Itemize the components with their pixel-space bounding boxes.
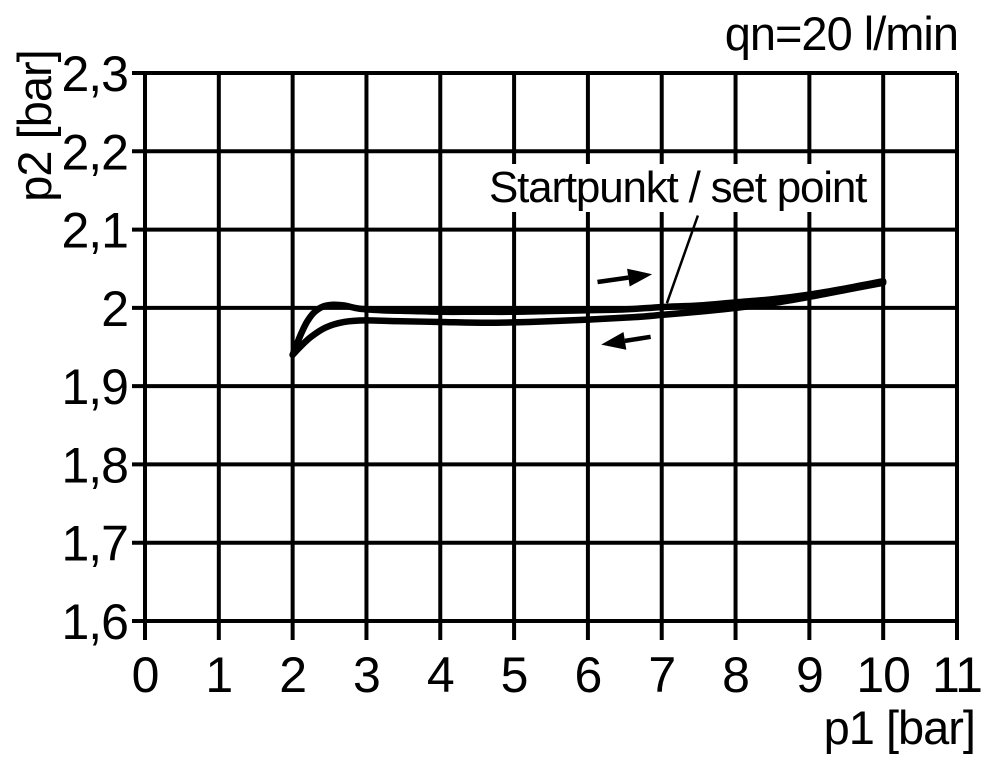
curve-decreasing-p1 [289, 279, 887, 359]
x-tick-label: 11 [932, 647, 982, 703]
x-tick-label: 9 [796, 647, 823, 703]
y-tick-label: 2,3 [61, 46, 128, 102]
y-tick-label: 2,1 [61, 203, 128, 259]
x-tick-label: 8 [722, 647, 749, 703]
y-tick-label: 2,2 [61, 124, 128, 180]
arrow-shaft-left [624, 334, 652, 344]
y-tick-label: 1,8 [61, 437, 128, 493]
x-tick-label: 4 [427, 647, 454, 703]
arrow-head-left-icon [601, 332, 627, 350]
x-tick-label: 2 [279, 647, 306, 703]
x-tick-label: 5 [501, 647, 528, 703]
x-tick-label: 6 [575, 647, 602, 703]
curve-increasing-p1 [289, 277, 887, 359]
x-axis-label: p1 [bar] [823, 701, 976, 754]
set-point-annotation-label: Startpunkt / set point [486, 164, 870, 212]
y-tick-label: 1,7 [61, 516, 128, 572]
x-tick-label: 3 [353, 647, 380, 703]
set-point-leader-line [665, 215, 700, 304]
arrow-shaft-right [597, 275, 629, 285]
x-tick-label: 1 [205, 647, 232, 703]
x-tick-label: 10 [856, 647, 910, 703]
x-tick-label: 0 [132, 647, 159, 703]
chart-title-flow-rate: qn=20 l/min [724, 7, 959, 60]
y-tick-label: 1,6 [61, 594, 128, 650]
y-axis-label: p2 [bar] [8, 50, 61, 202]
x-tick-label: 7 [648, 647, 675, 703]
y-tick-label: 1,9 [61, 359, 128, 415]
arrow-head-right-icon [627, 268, 653, 287]
y-tick-label: 2 [101, 281, 128, 337]
